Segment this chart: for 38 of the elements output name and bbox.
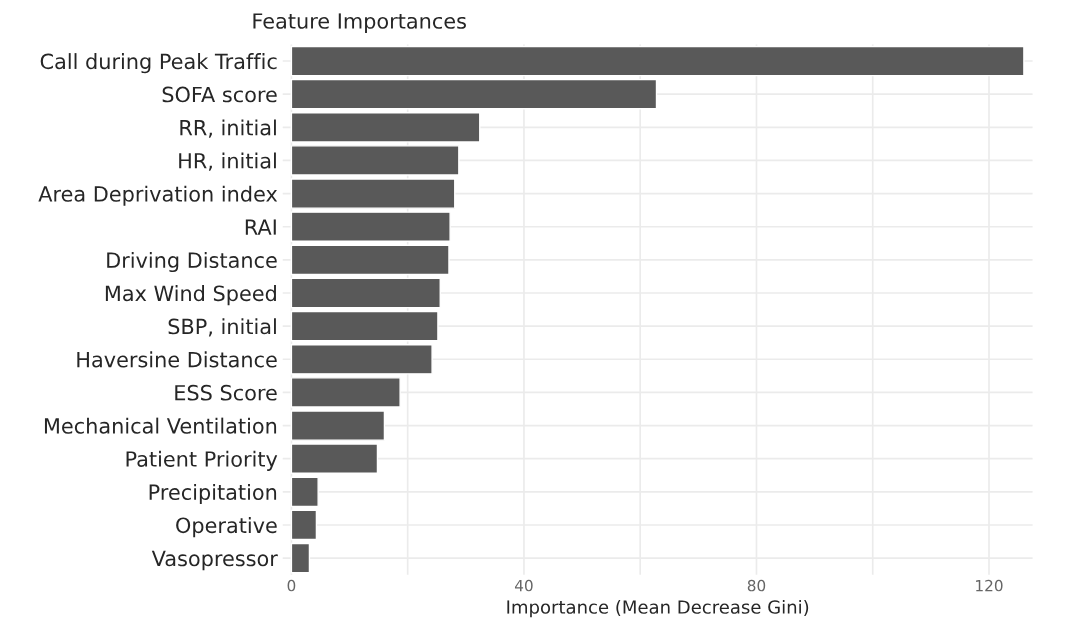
bar xyxy=(290,310,439,342)
y-tick-label: ESS Score xyxy=(175,384,277,401)
y-tick-label: Patient Priority xyxy=(126,450,278,471)
y-tick-label: Mechanical Ventilation xyxy=(44,417,277,434)
y-tick-label: Precipitation xyxy=(149,483,277,505)
bar xyxy=(290,45,1025,77)
y-tick-label: HR, initial xyxy=(179,152,276,171)
y-tick-label: Haversine Distance xyxy=(77,351,277,368)
y-tick-label: Area Deprivation index xyxy=(38,185,278,206)
y-tick-label: Max Wind Speed xyxy=(105,285,276,306)
bar xyxy=(290,211,451,242)
y-tick-label: RR, initial xyxy=(180,119,276,138)
y-tick-label: RAI xyxy=(245,219,276,235)
x-axis-title: Importance (Mean Decrease Gini) xyxy=(507,599,809,618)
bar xyxy=(290,542,311,574)
bar xyxy=(290,277,441,309)
y-tick-label: Operative xyxy=(176,517,277,538)
bar xyxy=(290,78,658,110)
bar xyxy=(290,178,456,209)
x-tick-label: 80 xyxy=(747,579,766,592)
bar xyxy=(290,145,460,176)
bar xyxy=(290,377,401,408)
bar xyxy=(290,244,450,276)
bar xyxy=(290,112,481,143)
bar xyxy=(290,410,386,441)
bar xyxy=(290,343,433,375)
y-tick-label: SBP, initial xyxy=(168,318,276,337)
y-tick-label: SOFA score xyxy=(162,86,277,103)
bar xyxy=(290,509,318,541)
x-tick-label: 0 xyxy=(287,579,296,592)
bar xyxy=(290,443,379,474)
y-tick-label: Call during Peak Traffic xyxy=(40,53,277,74)
y-tick-label: Vasopressor xyxy=(151,550,278,571)
bar xyxy=(290,476,319,508)
x-tick-label: 40 xyxy=(514,579,533,592)
y-tick-label: Driving Distance xyxy=(107,251,277,273)
chart-title: Feature Importances xyxy=(253,13,466,33)
x-tick-label: 120 xyxy=(976,579,1003,592)
